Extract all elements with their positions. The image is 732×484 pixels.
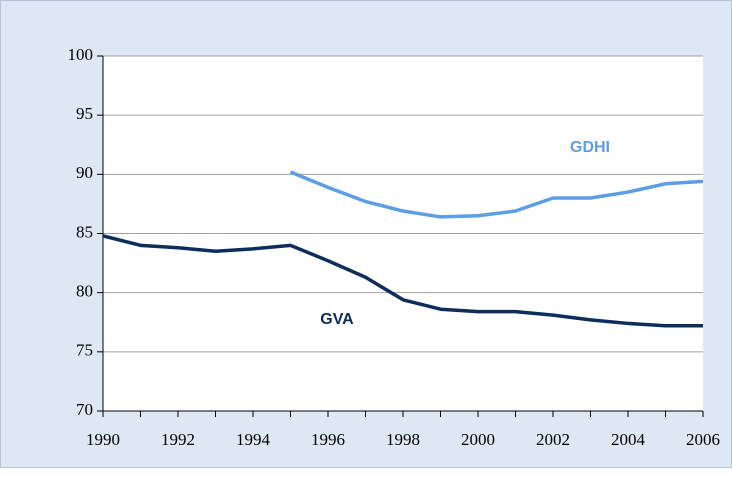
series-line	[102, 234, 703, 328]
x-tick-label: 2004	[611, 430, 646, 449]
y-tick-label: 75	[76, 341, 93, 360]
y-tick-label: 70	[76, 400, 93, 419]
x-tick-label: 1998	[386, 430, 420, 449]
series-label: GDHI	[570, 139, 610, 156]
x-tick-label: 1996	[311, 430, 345, 449]
y-tick-label: 95	[76, 104, 93, 123]
y-tick-label: 85	[76, 222, 93, 241]
x-tick-label: 2000	[461, 430, 495, 449]
x-tick-label: 1990	[86, 430, 120, 449]
y-tick-label: 100	[68, 45, 94, 64]
series-line	[289, 170, 704, 219]
y-tick-label: 90	[76, 163, 93, 182]
x-tick-label: 2002	[536, 430, 570, 449]
y-tick-label: 80	[76, 282, 93, 301]
x-tick-label: 1992	[161, 430, 195, 449]
series-label: GVA	[320, 311, 354, 328]
x-tick-label: 2006	[686, 430, 720, 449]
x-tick-label: 1994	[236, 430, 271, 449]
